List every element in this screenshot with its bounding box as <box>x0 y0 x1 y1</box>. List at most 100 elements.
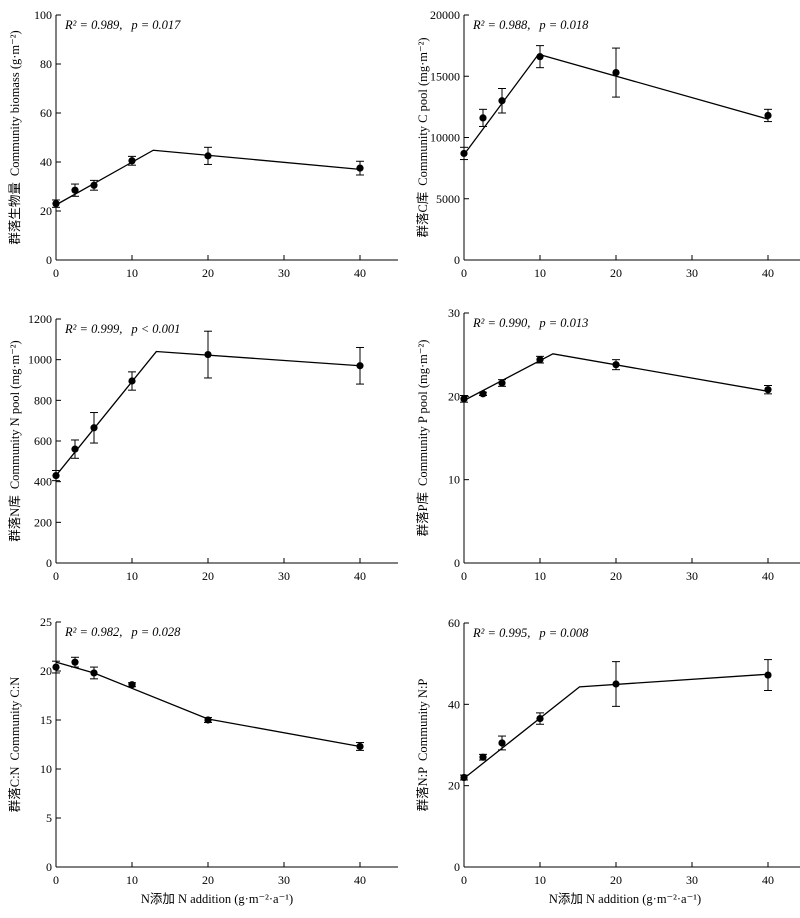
x-axis-label: N添加 N addition (g·m⁻²·a⁻¹) <box>141 892 293 906</box>
y-axis-label: 群落C:N Community C:N <box>8 677 22 813</box>
panel-3: 0 200 400 600 800 1000 1200 0 10 20 30 40 群落N库 Commun… <box>7 312 398 583</box>
stat-r2: R² = 0.988, <box>472 18 530 32</box>
x-tick-label: 0 <box>461 873 467 887</box>
y-tick-label: 1200 <box>28 312 52 326</box>
data-point <box>536 714 544 723</box>
fit-line <box>55 149 361 206</box>
stat-r2: R² = 0.990, <box>472 316 530 330</box>
y-tick-label: 400 <box>34 475 52 489</box>
data-point <box>460 395 468 403</box>
x-tick-label: 20 <box>202 569 214 583</box>
x-tick-label: 20 <box>202 873 214 887</box>
data-point <box>128 377 136 385</box>
y-axis-label: 群落C库 Community C pool (mg·m⁻²) <box>415 37 430 237</box>
x-tick-label: 30 <box>278 266 290 280</box>
x-tick-label: 10 <box>126 569 138 583</box>
fit-line <box>55 661 361 748</box>
x-tick-label: 10 <box>126 873 138 887</box>
data-point <box>498 739 506 747</box>
y-tick-label: 800 <box>34 393 52 407</box>
y-axis-label-cn: 群落N库 <box>7 495 22 542</box>
y-tick-label: 20 <box>40 664 52 678</box>
x-tick-label: 10 <box>534 569 546 583</box>
y-axis-label-cn: 群落生物量 <box>8 182 22 245</box>
data-point <box>479 390 487 398</box>
y-axis-label-en: Community C:N <box>8 677 22 761</box>
panel-5: 0 5 10 15 20 25 0 10 20 30 40 群落C:N Community C:N R² … <box>8 615 398 906</box>
x-tick-label: 20 <box>610 266 622 280</box>
x-tick-label: 0 <box>461 266 467 280</box>
x-tick-label: 0 <box>53 266 59 280</box>
y-tick-label: 15 <box>40 713 52 727</box>
data-point <box>128 681 136 689</box>
x-tick-label: 30 <box>686 873 698 887</box>
stat-p: p < 0.001 <box>130 322 180 336</box>
data-point <box>536 53 544 61</box>
stat-p: p = 0.028 <box>130 625 181 639</box>
y-tick-label: 5 <box>46 811 52 825</box>
x-tick-label: 0 <box>53 873 59 887</box>
y-tick-label: 5000 <box>436 192 460 206</box>
y-axis-label: 群落P库 Community P pool (mg·m⁻²) <box>415 340 430 537</box>
data-point <box>460 773 468 782</box>
y-tick-label: 0 <box>46 860 52 874</box>
x-tick-label: 20 <box>610 569 622 583</box>
data-point <box>128 157 136 165</box>
data-point <box>536 356 544 364</box>
data-point <box>71 186 79 194</box>
stat-r2: R² = 0.995, <box>472 626 530 640</box>
y-tick-label: 0 <box>46 556 52 570</box>
y-tick-label: 80 <box>40 57 52 71</box>
y-axis-label-cn: 群落P库 <box>415 492 430 536</box>
data-point <box>90 669 98 677</box>
y-axis-label-en: Community N pool (mg·m⁻²) <box>8 340 22 489</box>
y-axis-label-cn: 群落C库 <box>415 192 430 238</box>
y-axis-label-en: Community N:P <box>416 679 430 761</box>
data-point <box>52 663 60 671</box>
y-tick-label: 60 <box>448 616 460 630</box>
y-tick-label: 20 <box>448 389 460 403</box>
y-axis-label: 群落N:P Community N:P <box>416 679 430 812</box>
data-point <box>764 671 772 679</box>
y-axis-label: 群落生物量 Community biomass (g·m⁻²) <box>8 30 22 244</box>
stat-annotation: R² = 0.982, p = 0.028 <box>64 625 181 639</box>
data-point <box>52 200 60 208</box>
x-tick-label: 40 <box>354 873 366 887</box>
x-tick-label: 10 <box>534 873 546 887</box>
stat-p: p = 0.018 <box>538 18 589 32</box>
y-tick-label: 40 <box>448 697 460 711</box>
x-tick-label: 20 <box>202 266 214 280</box>
data-point <box>90 181 98 189</box>
stat-p: p = 0.013 <box>538 316 588 330</box>
panel-2: 0 5000 10000 15000 20000 0 10 20 30 40 群落C库 Communi… <box>415 8 800 280</box>
y-tick-label: 20 <box>40 204 52 218</box>
y-tick-label: 10000 <box>430 131 460 145</box>
x-tick-label: 30 <box>686 569 698 583</box>
x-tick-label: 30 <box>278 873 290 887</box>
x-tick-label: 40 <box>354 266 366 280</box>
data-point <box>498 379 506 387</box>
x-tick-label: 40 <box>762 569 774 583</box>
y-axis-label-en: Community P pool (mg·m⁻²) <box>416 340 430 486</box>
y-tick-label: 0 <box>454 556 460 570</box>
data-point <box>90 424 98 432</box>
panel-1: 0 20 40 60 80 100 0 10 20 30 40 群落生物量 Community biom… <box>8 8 398 280</box>
x-tick-label: 10 <box>534 266 546 280</box>
data-point <box>71 445 79 453</box>
y-axis-label: 群落N库 Community N pool (mg·m⁻²) <box>7 340 22 541</box>
data-point <box>612 680 620 688</box>
data-point <box>356 362 364 370</box>
data-point <box>356 742 364 751</box>
stat-annotation: R² = 0.990, p = 0.013 <box>472 316 588 330</box>
stat-p: p = 0.008 <box>538 626 589 640</box>
x-tick-label: 30 <box>278 569 290 583</box>
y-tick-label: 10 <box>448 473 460 487</box>
y-tick-label: 600 <box>34 434 52 448</box>
y-tick-label: 0 <box>46 253 52 267</box>
y-tick-label: 60 <box>40 106 52 120</box>
y-tick-label: 20 <box>448 779 460 793</box>
fit-line <box>55 350 361 476</box>
y-tick-label: 25 <box>40 615 52 629</box>
data-point <box>204 350 212 359</box>
